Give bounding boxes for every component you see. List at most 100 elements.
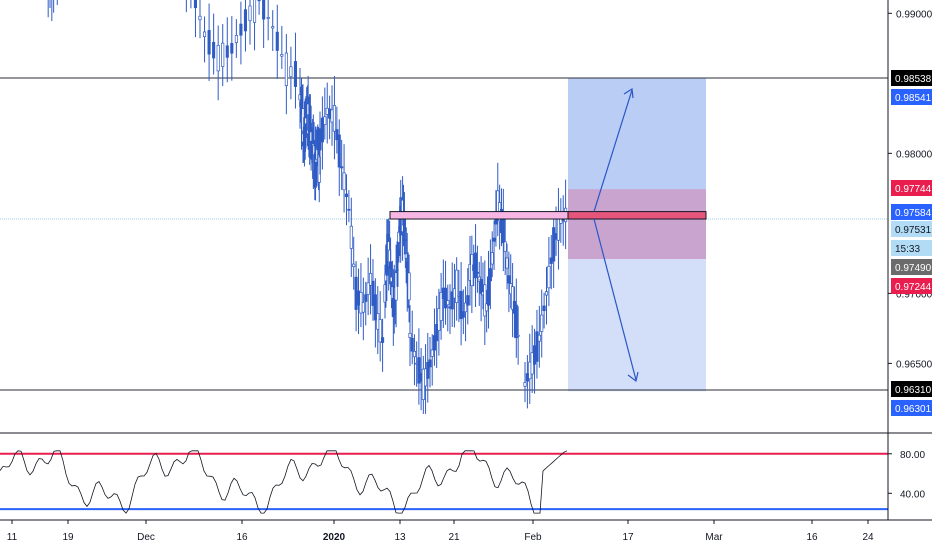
candle-body-110: [359, 292, 363, 314]
candle-164: [446, 284, 450, 332]
candle-119: [381, 318, 385, 372]
candle-body-48: [216, 44, 220, 72]
candle-157: [430, 334, 434, 386]
candle-body-147: [408, 332, 412, 338]
price-tag-text-4: 0.97531: [895, 225, 932, 236]
candle-body-114: [369, 273, 373, 286]
price-tick-label-3: 0.96500: [896, 359, 932, 370]
candle-103: [342, 144, 346, 213]
up-arrow: [593, 87, 634, 212]
candle-body-208: [540, 314, 544, 332]
candle-body-119: [381, 337, 385, 343]
time-tick-label-2: Dec: [137, 532, 155, 543]
candle-body-211: [547, 265, 551, 289]
time-tick-label-3: 16: [236, 532, 248, 543]
candle-body-183: [485, 303, 489, 312]
candle-183: [485, 289, 489, 333]
candle-body-50: [225, 45, 229, 58]
candle-body-99: [332, 105, 336, 132]
price-tag-bg-7: [891, 278, 932, 294]
candle-53: [239, 1, 243, 65]
candle-body-52: [234, 35, 238, 43]
candle-154: [424, 344, 428, 414]
candle-body-106: [349, 225, 353, 249]
osc-tick-label-0: 80.00: [900, 450, 925, 461]
candle-body-192: [501, 217, 505, 244]
candle-156: [428, 336, 432, 388]
candle-body-44: [198, 15, 202, 21]
candle-100: [335, 106, 339, 154]
candle-151: [417, 328, 421, 405]
candle-body-65: [293, 61, 298, 87]
candle-45: [202, 16, 207, 63]
candle-body-168: [455, 269, 459, 303]
candle-13: [53, 0, 55, 13]
candle-body-45: [202, 31, 207, 38]
oscillator-line: [0, 450, 568, 514]
price-pane[interactable]: [0, 0, 888, 414]
candle-195: [507, 251, 511, 313]
candle-185: [488, 239, 492, 310]
price-tag-text-6: 0.97490: [895, 263, 932, 274]
candle-body-164: [446, 300, 450, 306]
candle-body-178: [475, 271, 479, 274]
up-arrow-shaft: [593, 89, 633, 212]
candle-body-156: [428, 359, 432, 368]
candle-102: [340, 139, 344, 190]
candle-211: [547, 236, 551, 307]
candle-51: [230, 16, 234, 81]
candle-body-117: [376, 313, 380, 330]
price-tick-label-2: 0.97000: [896, 289, 932, 300]
price-tag-bg-6: [891, 259, 932, 275]
candle-49: [221, 24, 225, 87]
candle-101: [337, 119, 341, 196]
candle-96: [325, 82, 329, 144]
candle-110: [359, 263, 363, 328]
candle-body-146: [407, 272, 411, 301]
candle-158: [432, 308, 436, 366]
candle-body-193: [503, 241, 507, 252]
candle-112: [364, 281, 368, 326]
candle-body-182: [483, 284, 487, 317]
stop-zone: [568, 189, 706, 260]
candle-114: [369, 244, 373, 315]
candle-168: [455, 257, 459, 321]
candle-175: [470, 235, 474, 313]
oscillator-pane[interactable]: 80.00 40.00: [0, 432, 932, 514]
candle-209: [542, 292, 546, 329]
candle-body-200: [516, 334, 520, 337]
candle-159: [435, 295, 439, 369]
candle-42: [190, 0, 192, 9]
candle-body-47: [212, 41, 216, 59]
candle-197: [511, 263, 515, 338]
time-axis[interactable]: 11 19 Dec 16 2020 13 21 Feb 17 Mar 16 24: [0, 519, 932, 543]
candle-body-101: [337, 134, 341, 168]
candle-61: [275, 4, 279, 79]
candle-body-102: [340, 166, 344, 169]
time-tick-label-8: 17: [622, 532, 634, 543]
candle-body-116: [373, 294, 377, 321]
candle-98: [330, 85, 334, 146]
candle-56: [252, 0, 257, 51]
time-tick-label-0: 11: [7, 532, 18, 543]
candle-body-161: [439, 291, 443, 321]
candle-body-157: [430, 349, 434, 357]
candle-62: [280, 26, 284, 69]
resistance-zone: [389, 211, 569, 220]
candle-body-210: [544, 291, 549, 296]
candle-52: [234, 19, 238, 58]
candle-body-53: [239, 23, 243, 36]
candle-148: [410, 310, 414, 365]
down-arrow-shaft: [593, 218, 637, 381]
candle-206: [535, 309, 539, 379]
price-tag-text-3: 0.97584: [895, 208, 932, 219]
osc-tick-label-1: 40.00: [900, 489, 925, 500]
candle-body-94: [320, 117, 324, 143]
candle-body-49: [221, 42, 225, 67]
candle-body-97: [328, 108, 332, 119]
price-tick-label-0: 0.99000: [896, 9, 932, 20]
price-tag-text-0: 0.98538: [895, 74, 932, 85]
candle-body-109: [356, 290, 361, 306]
candle-body-105: [347, 208, 351, 211]
